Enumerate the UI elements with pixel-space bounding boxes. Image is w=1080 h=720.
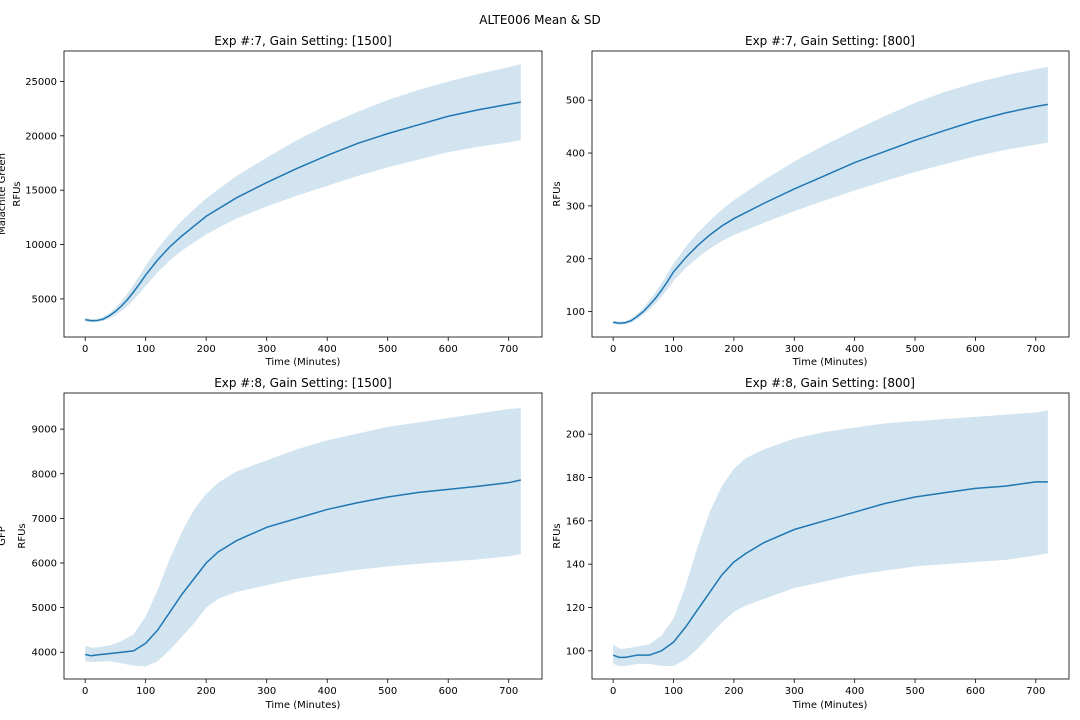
x-tick-label: 300 — [785, 344, 804, 355]
y-tick-label: 400 — [566, 149, 585, 160]
x-axis-label: Time (Minutes) — [265, 700, 341, 711]
axes-frame — [591, 392, 1070, 680]
x-tick-label: 600 — [439, 686, 458, 697]
sd-band — [85, 64, 521, 323]
y-tick-label: 200 — [566, 430, 585, 441]
x-tick-label: 500 — [905, 686, 924, 697]
y-tick-label: 6000 — [32, 558, 57, 569]
sd-band — [613, 410, 1048, 666]
x-tick-label: 0 — [610, 344, 616, 355]
plot-area: 0 100 200 300 400 500 600 700 5000 10000 15000 2000… — [25, 50, 543, 355]
row-label: Malachite Green — [0, 153, 8, 235]
y-axis-label: RFUs — [12, 181, 23, 206]
y-tick-label: 15000 — [25, 186, 57, 197]
plot-area: 0 100 200 300 400 500 600 700 100 200 300 400 500 — [566, 50, 1070, 355]
axes-frame — [591, 50, 1070, 338]
x-tick-label: 300 — [257, 344, 276, 355]
x-tick-label: 100 — [136, 344, 155, 355]
sd-band — [613, 66, 1048, 325]
x-tick-label: 700 — [1026, 344, 1045, 355]
x-tick-label: 100 — [664, 344, 683, 355]
panel-0: Exp #:7, Gain Setting: [1500] Time (Minu… — [0, 34, 543, 368]
x-axis-label: Time (Minutes) — [265, 357, 341, 368]
x-tick-label: 400 — [845, 686, 864, 697]
x-tick-label: 0 — [610, 686, 616, 697]
y-tick-label: 10000 — [25, 240, 57, 251]
x-tick-label: 400 — [845, 344, 864, 355]
y-axis-label: RFUs — [552, 181, 563, 206]
mean-line — [85, 479, 521, 657]
x-tick-label: 500 — [378, 344, 397, 355]
axes-frame — [63, 392, 543, 680]
plot-area: 0 100 200 300 400 500 600 700 100 120 140 160 180 200 — [566, 392, 1070, 697]
y-tick-label: 7000 — [32, 514, 57, 525]
y-tick-label: 8000 — [32, 469, 57, 480]
y-axis-label: RFUs — [552, 523, 563, 548]
y-tick-label: 140 — [566, 560, 585, 571]
x-tick-label: 100 — [136, 686, 155, 697]
panel-title: Exp #:7, Gain Setting: [800] — [745, 34, 915, 48]
x-tick-label: 0 — [82, 686, 88, 697]
x-tick-label: 500 — [378, 686, 397, 697]
x-axis-label: Time (Minutes) — [792, 357, 868, 368]
x-tick-label: 700 — [499, 686, 518, 697]
x-tick-label: 600 — [966, 686, 985, 697]
y-tick-label: 9000 — [32, 425, 57, 436]
y-tick-label: 25000 — [25, 77, 57, 88]
plot-area: 0 100 200 300 400 500 600 700 4000 5000 6000 7000 80… — [32, 392, 543, 697]
x-tick-label: 400 — [318, 686, 337, 697]
y-tick-label: 200 — [566, 254, 585, 265]
y-tick-label: 160 — [566, 516, 585, 527]
y-tick-label: 20000 — [25, 131, 57, 142]
figure-suptitle: ALTE006 Mean & SD — [479, 13, 600, 27]
panel-title: Exp #:8, Gain Setting: [800] — [745, 376, 915, 390]
x-tick-label: 100 — [664, 686, 683, 697]
y-tick-label: 5000 — [32, 294, 57, 305]
x-tick-label: 200 — [197, 686, 216, 697]
row-label: GFP — [0, 526, 8, 546]
panel-1: Exp #:7, Gain Setting: [800] Time (Minut… — [552, 34, 1070, 368]
x-tick-label: 200 — [197, 344, 216, 355]
sd-band — [85, 408, 521, 667]
x-tick-label: 300 — [785, 686, 804, 697]
panel-title: Exp #:7, Gain Setting: [1500] — [214, 34, 392, 48]
y-tick-label: 5000 — [32, 603, 57, 614]
panel-3: Exp #:8, Gain Setting: [800] Time (Minut… — [552, 376, 1070, 711]
y-tick-label: 180 — [566, 473, 585, 484]
mean-line — [612, 481, 1048, 659]
x-tick-label: 300 — [257, 686, 276, 697]
x-tick-label: 500 — [905, 344, 924, 355]
x-tick-label: 700 — [499, 344, 518, 355]
axes-frame — [63, 50, 543, 338]
mean-line — [85, 101, 521, 322]
panel-2: Exp #:8, Gain Setting: [1500] Time (Minu… — [0, 376, 543, 711]
y-axis-label: RFUs — [17, 523, 28, 548]
x-tick-label: 600 — [439, 344, 458, 355]
x-axis-label: Time (Minutes) — [792, 700, 868, 711]
panel-title: Exp #:8, Gain Setting: [1500] — [214, 376, 392, 390]
y-tick-label: 100 — [566, 646, 585, 657]
x-tick-label: 600 — [966, 344, 985, 355]
y-tick-label: 100 — [566, 307, 585, 318]
mean-line — [613, 103, 1048, 325]
x-tick-label: 0 — [82, 344, 88, 355]
x-tick-label: 400 — [318, 344, 337, 355]
y-tick-label: 120 — [566, 603, 585, 614]
y-tick-label: 4000 — [32, 648, 57, 659]
y-tick-label: 500 — [566, 96, 585, 107]
y-tick-label: 300 — [566, 201, 585, 212]
x-tick-label: 200 — [724, 686, 743, 697]
x-tick-label: 700 — [1026, 686, 1045, 697]
x-tick-label: 200 — [724, 344, 743, 355]
